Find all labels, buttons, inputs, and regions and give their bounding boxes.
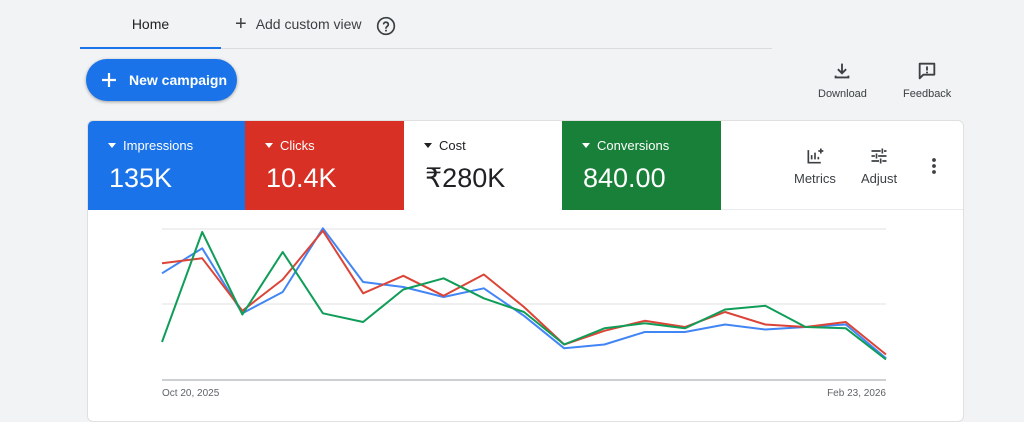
scorecard-cost-header: Cost <box>424 138 466 153</box>
adjust-label: Adjust <box>861 171 898 186</box>
caret-down-icon <box>265 143 273 148</box>
caret-down-icon <box>424 143 432 148</box>
tab-home-label: Home <box>131 16 170 32</box>
add-custom-view-button[interactable]: + Add custom view <box>235 0 362 48</box>
scorecard-conversions-value: 840.00 <box>583 163 666 193</box>
more-vert-icon[interactable] <box>926 157 942 175</box>
scorecard-cost[interactable]: Cost ₹280K <box>404 121 562 210</box>
caret-down-icon <box>582 143 590 148</box>
download-label: Download <box>818 88 867 100</box>
adjust-button[interactable]: Adjust <box>861 146 897 186</box>
plus-icon: + <box>235 13 247 35</box>
feedback-label: Feedback <box>903 88 952 100</box>
performance-chart: Oct 20, 2025 Feb 23, 2026 <box>161 227 887 399</box>
tab-active-indicator <box>80 47 221 49</box>
scorecard-impressions[interactable]: Impressions 135K <box>88 121 245 210</box>
scorecard-conversions-header: Conversions <box>582 138 669 153</box>
scorecard-impressions-header: Impressions <box>108 138 193 153</box>
add-custom-view-label: Add custom view <box>255 16 362 32</box>
plus-icon <box>102 73 116 87</box>
scorecard-clicks-value: 10.4K <box>266 163 337 193</box>
scorecard-impressions-label: Impressions <box>123 138 194 153</box>
series-line-1 <box>161 229 887 356</box>
series-line-0 <box>161 227 887 360</box>
tab-home[interactable]: Home <box>80 0 221 48</box>
scorecard-conversions-label: Conversions <box>597 138 670 153</box>
adjust-icon <box>871 148 887 164</box>
download-icon <box>835 63 850 79</box>
feedback-icon <box>918 62 936 80</box>
x-axis-end-label: Feb 23, 2026 <box>827 388 886 399</box>
metrics-icon <box>807 148 824 164</box>
overview-card: Impressions 135K Clicks 10.4K Cost ₹280K… <box>87 120 964 422</box>
series-line-2 <box>161 231 887 361</box>
download-button[interactable]: Download <box>818 60 867 100</box>
scorecard-conversions[interactable]: Conversions 840.00 <box>562 121 721 210</box>
scorecard-cost-value: ₹280K <box>425 163 506 193</box>
caret-down-icon <box>108 143 116 148</box>
scorecard-clicks-header: Clicks <box>265 138 315 153</box>
scorecard-clicks[interactable]: Clicks 10.4K <box>245 121 404 210</box>
header-divider <box>721 209 963 210</box>
help-icon[interactable] <box>376 16 396 36</box>
scorecard-clicks-label: Clicks <box>280 138 315 153</box>
view-tabs: Home + Add custom view <box>80 0 772 49</box>
scorecard-impressions-value: 135K <box>109 163 173 193</box>
new-campaign-label: New campaign <box>129 72 228 88</box>
scorecard-cost-label: Cost <box>439 138 466 153</box>
x-axis-start-label: Oct 20, 2025 <box>162 388 220 399</box>
metrics-label: Metrics <box>794 171 836 186</box>
feedback-button[interactable]: Feedback <box>903 60 951 100</box>
new-campaign-button[interactable]: New campaign <box>86 59 237 101</box>
metrics-button[interactable]: Metrics <box>794 146 836 186</box>
